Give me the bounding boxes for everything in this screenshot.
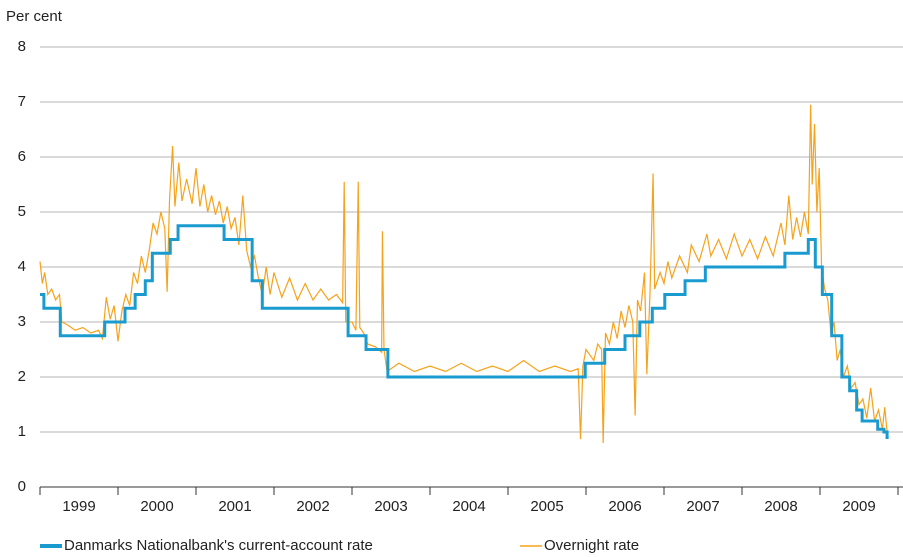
legend-label: Danmarks Nationalbank's current-account …	[64, 537, 373, 554]
legend-label: Overnight rate	[544, 537, 639, 554]
x-tick-label: 2001	[218, 498, 251, 515]
line-series	[40, 224, 889, 439]
x-tick-label: 2004	[452, 498, 485, 515]
x-tick-label: 2007	[686, 498, 719, 515]
x-tick-label: 1999	[62, 498, 95, 515]
x-tick-label: 2008	[764, 498, 797, 515]
y-tick-label: 5	[18, 203, 26, 220]
x-tick-label: 2006	[608, 498, 641, 515]
y-axis-label: Per cent	[6, 8, 63, 25]
y-tick-label: 4	[18, 258, 26, 275]
x-tick-label: 2002	[296, 498, 329, 515]
line-series	[39, 104, 888, 444]
y-tick-label: 2	[18, 368, 26, 385]
y-tick-label: 8	[18, 38, 26, 55]
x-tick-label: 2000	[140, 498, 173, 515]
y-tick-label: 7	[18, 93, 26, 110]
y-tick-label: 6	[18, 148, 26, 165]
x-tick-label: 2005	[530, 498, 563, 515]
y-tick-label: 0	[18, 478, 26, 495]
x-tick-label: 2003	[374, 498, 407, 515]
x-tick-label: 2009	[842, 498, 875, 515]
y-tick-label: 3	[18, 313, 26, 330]
y-tick-label: 1	[18, 423, 26, 440]
